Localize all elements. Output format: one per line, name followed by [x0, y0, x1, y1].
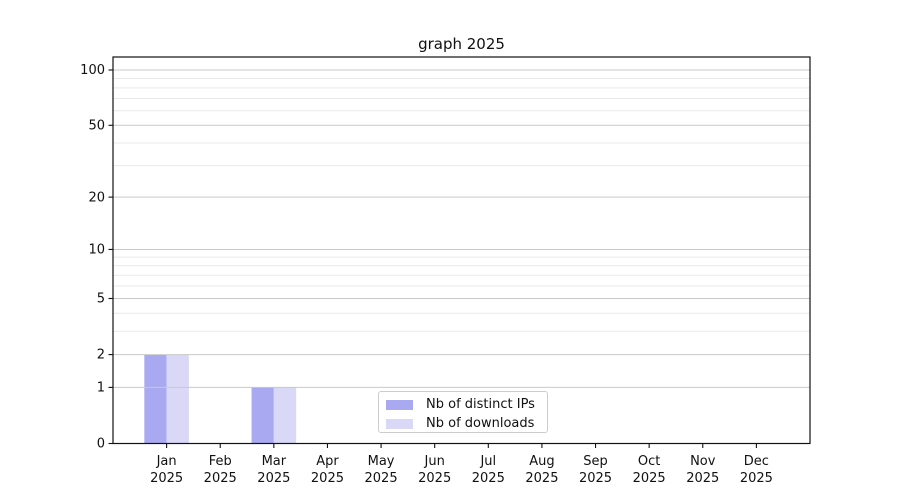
bar-distinct-ips-jan	[144, 354, 167, 444]
legend-label-downloads: Nb of downloads	[426, 416, 535, 431]
x-tick-label-year: 2025	[579, 471, 612, 486]
x-tick-label-month: Feb	[209, 454, 232, 469]
y-tick-label: 100	[80, 63, 105, 78]
legend-item-downloads: Nb of downloads	[379, 414, 547, 433]
x-tick-label-month: Dec	[744, 454, 769, 469]
x-tick-label-month: Apr	[316, 454, 339, 469]
y-tick-label: 5	[97, 292, 105, 307]
plot-border	[112, 56, 811, 445]
y-tick-label: 1	[97, 381, 105, 396]
x-tick-label-year: 2025	[204, 471, 237, 486]
x-tick-label-month: Oct	[638, 454, 660, 469]
x-tick-label-year: 2025	[150, 471, 183, 486]
y-tick-label: 50	[88, 118, 105, 133]
y-tick-label: 20	[88, 190, 105, 205]
y-tick-label: 10	[88, 243, 105, 258]
bar-downloads-jan	[166, 354, 189, 444]
x-tick-label-year: 2025	[740, 471, 773, 486]
bar-downloads-mar	[273, 387, 297, 444]
x-tick-label-year: 2025	[311, 471, 344, 486]
x-tick-label-month: May	[368, 454, 395, 469]
x-tick-label-month: Jun	[424, 454, 445, 469]
bar-distinct-ips-mar	[251, 387, 274, 444]
legend: Nb of distinct IPs Nb of downloads	[378, 391, 548, 433]
x-tick-label-year: 2025	[365, 471, 398, 486]
x-tick-label-year: 2025	[686, 471, 719, 486]
legend-item-distinct-ips: Nb of distinct IPs	[379, 395, 547, 414]
x-tick-label-year: 2025	[472, 471, 505, 486]
x-tick-label-year: 2025	[525, 471, 558, 486]
x-tick-label-month: Jan	[156, 454, 177, 469]
x-tick-label-year: 2025	[418, 471, 451, 486]
legend-swatch-distinct-ips	[386, 399, 413, 410]
x-tick-label-month: Nov	[690, 454, 716, 469]
legend-label-distinct-ips: Nb of distinct IPs	[426, 397, 535, 412]
y-tick-label: 2	[97, 348, 105, 363]
x-tick-label-month: Mar	[262, 454, 287, 469]
x-tick-label-month: Aug	[529, 454, 554, 469]
x-tick-label-year: 2025	[633, 471, 666, 486]
x-tick-label-year: 2025	[257, 471, 290, 486]
y-tick-label: 0	[97, 437, 105, 452]
x-tick-label-month: Jul	[479, 454, 496, 469]
legend-swatch-downloads	[386, 418, 413, 429]
chart-title: graph 2025	[418, 35, 505, 53]
x-tick-label-month: Sep	[583, 454, 608, 469]
